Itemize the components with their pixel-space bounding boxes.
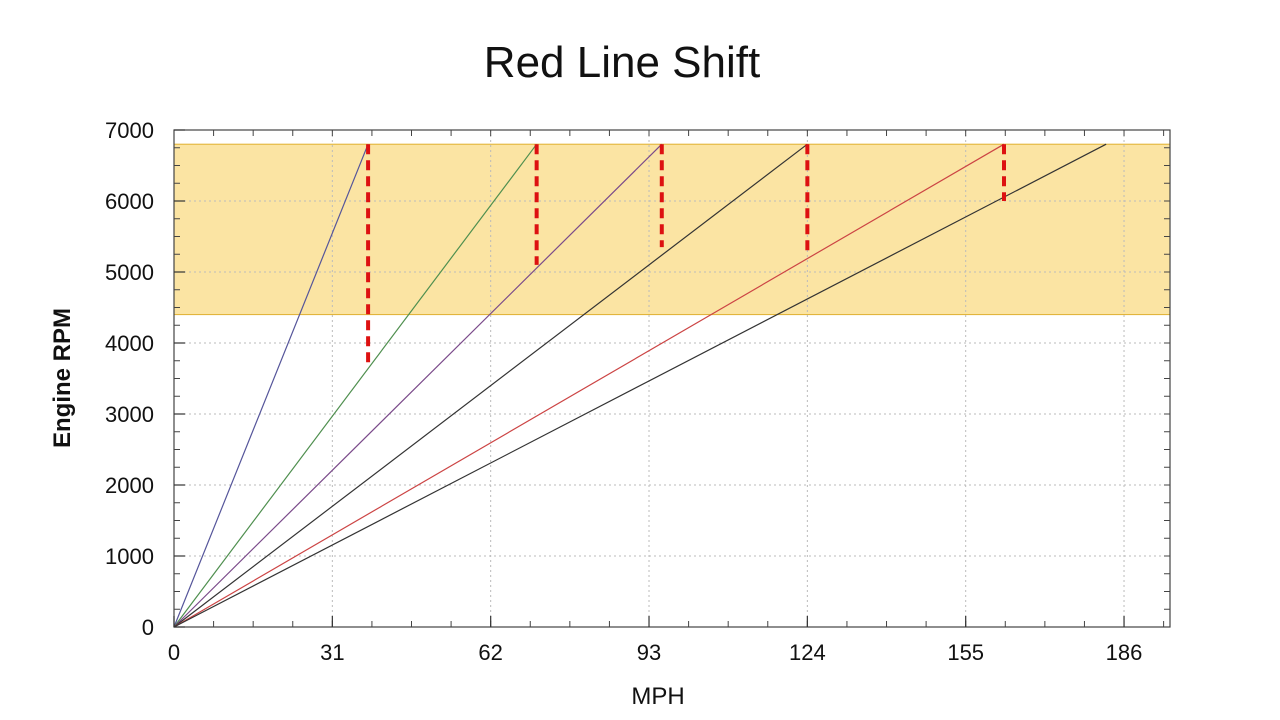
gear-line-3 bbox=[173, 143, 663, 628]
y-tick-label-2: 2000 bbox=[105, 473, 154, 498]
gear-line-6 bbox=[173, 143, 1107, 628]
x-tick-label-4: 124 bbox=[789, 640, 826, 665]
x-tick-label-3: 93 bbox=[637, 640, 661, 665]
y-axis-label: Engine RPM bbox=[49, 308, 76, 448]
series-layer bbox=[173, 143, 1107, 628]
grid-layer bbox=[174, 129, 1170, 627]
frame-layer bbox=[173, 129, 1171, 628]
x-tick-label-0: 0 bbox=[168, 640, 180, 665]
y-tick-label-1: 1000 bbox=[105, 544, 154, 569]
shaded-band bbox=[173, 143, 1171, 316]
gear-line-5 bbox=[173, 143, 1005, 628]
tick-layer: 0 31 62 93 124 155 186 0 1000 2000 3000 4000 5000 600… bbox=[105, 118, 1142, 665]
y-tick-label-7: 7000 bbox=[105, 118, 154, 143]
y-tick-label-6: 6000 bbox=[105, 189, 154, 214]
y-tick-label-3: 3000 bbox=[105, 402, 154, 427]
slide-title: Red Line Shift bbox=[483, 38, 761, 87]
x-tick-label-1: 31 bbox=[320, 640, 344, 665]
y-tick-label-5: 5000 bbox=[105, 260, 154, 285]
gear-line-4 bbox=[173, 143, 808, 628]
x-axis-label: MPH bbox=[631, 683, 684, 710]
y-tick-label-0: 0 bbox=[142, 615, 154, 640]
x-tick-label-5: 155 bbox=[947, 640, 984, 665]
shift-marker-layer bbox=[366, 144, 1006, 368]
x-tick-label-6: 186 bbox=[1106, 640, 1143, 665]
x-tick-label-2: 62 bbox=[478, 640, 502, 665]
gear-line-1 bbox=[173, 143, 369, 628]
gear-line-2 bbox=[173, 143, 538, 628]
shaded-band-layer bbox=[173, 143, 1171, 316]
y-tick-label-4: 4000 bbox=[105, 331, 154, 356]
